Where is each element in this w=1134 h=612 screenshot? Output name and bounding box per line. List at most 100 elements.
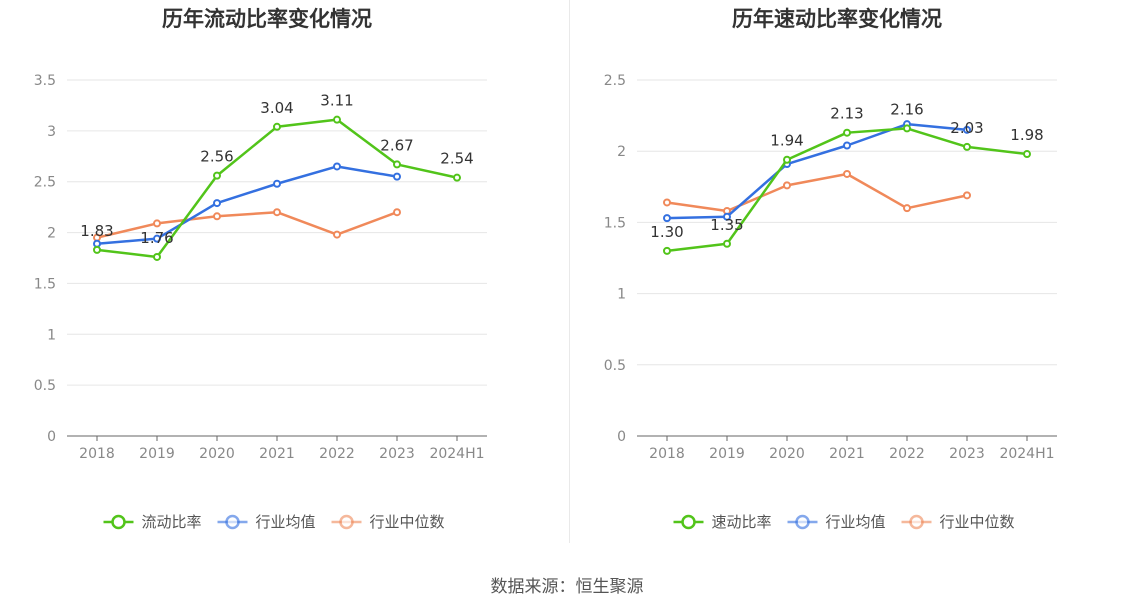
y-tick-label: 1.5 bbox=[34, 276, 56, 292]
x-tick-label: 2019 bbox=[709, 446, 745, 462]
data-label: 2.16 bbox=[890, 100, 923, 118]
data-label: 1.35 bbox=[710, 216, 743, 234]
legend-marker-icon bbox=[111, 514, 126, 530]
x-tick-label: 2023 bbox=[379, 446, 415, 462]
chart-title: 历年流动比率变化情况 bbox=[162, 7, 372, 31]
data-point bbox=[663, 198, 671, 207]
x-tick-label: 2020 bbox=[199, 446, 235, 462]
chart-divider bbox=[569, 0, 570, 543]
x-tick-label: 2024H1 bbox=[999, 446, 1054, 462]
data-source-note: 数据来源：恒生聚源 bbox=[490, 577, 644, 597]
data-label: 1.98 bbox=[1010, 126, 1043, 144]
data-point bbox=[333, 115, 341, 124]
series-line bbox=[96, 210, 398, 239]
data-point bbox=[393, 160, 401, 169]
y-tick-label: 3.5 bbox=[34, 73, 56, 89]
data-point bbox=[333, 230, 341, 239]
x-tick-label: 2021 bbox=[259, 446, 295, 462]
data-point bbox=[393, 208, 401, 217]
data-point bbox=[663, 246, 671, 255]
legend-item[interactable]: 行业中位数 bbox=[331, 513, 445, 531]
y-tick-label: 1 bbox=[47, 327, 56, 343]
x-tick-label: 2022 bbox=[319, 446, 355, 462]
y-tick-label: 2.5 bbox=[604, 73, 626, 89]
legend-marker-icon bbox=[681, 514, 696, 530]
data-point bbox=[963, 125, 971, 134]
data-point bbox=[153, 234, 161, 243]
legend-label: 行业中位数 bbox=[370, 513, 445, 531]
data-label: 2.03 bbox=[950, 119, 983, 137]
legend-label: 速动比率 bbox=[712, 513, 772, 531]
data-label: 1.76 bbox=[140, 229, 173, 247]
data-point bbox=[153, 252, 161, 261]
data-point bbox=[903, 124, 911, 133]
data-point bbox=[213, 199, 221, 208]
data-point bbox=[663, 214, 671, 223]
data-point bbox=[723, 239, 731, 248]
y-tick-label: 2 bbox=[47, 226, 56, 242]
data-point bbox=[723, 212, 731, 221]
series-line bbox=[666, 172, 968, 213]
y-tick-label: 0.5 bbox=[34, 378, 56, 394]
data-point bbox=[93, 239, 101, 248]
data-label: 3.11 bbox=[320, 92, 353, 110]
data-point bbox=[903, 204, 911, 213]
y-tick-label: 2.5 bbox=[34, 175, 56, 191]
x-tick-label: 2018 bbox=[649, 446, 685, 462]
y-tick-label: 3 bbox=[47, 124, 56, 140]
legend-item[interactable]: 行业中位数 bbox=[901, 513, 1015, 531]
data-label: 2.67 bbox=[380, 136, 413, 154]
legend-label: 行业均值 bbox=[826, 513, 886, 531]
legend-marker-icon bbox=[225, 514, 240, 530]
series-line bbox=[96, 165, 398, 246]
legend-marker-icon bbox=[909, 514, 924, 530]
data-label: 2.56 bbox=[200, 148, 233, 166]
data-point bbox=[783, 181, 791, 190]
data-point bbox=[273, 208, 281, 217]
x-tick-label: 2021 bbox=[829, 446, 865, 462]
y-tick-label: 0 bbox=[617, 429, 626, 445]
data-label: 1.30 bbox=[650, 223, 683, 241]
x-tick-label: 2019 bbox=[139, 446, 175, 462]
legend-item[interactable]: 行业均值 bbox=[787, 513, 886, 531]
data-point bbox=[843, 128, 851, 137]
legend-item[interactable]: 速动比率 bbox=[673, 513, 772, 531]
data-point bbox=[213, 171, 221, 180]
y-tick-label: 1 bbox=[617, 287, 626, 303]
data-label: 2.13 bbox=[830, 105, 863, 123]
data-label: 1.83 bbox=[80, 222, 113, 240]
legend-marker-icon bbox=[795, 514, 810, 530]
legend-label: 行业中位数 bbox=[940, 513, 1015, 531]
data-point bbox=[333, 162, 341, 171]
legend-marker-icon bbox=[339, 514, 354, 530]
data-point bbox=[843, 141, 851, 150]
x-tick-label: 2023 bbox=[949, 446, 985, 462]
y-tick-label: 0 bbox=[47, 429, 56, 445]
data-label: 2.54 bbox=[440, 150, 473, 168]
x-tick-label: 2022 bbox=[889, 446, 925, 462]
y-tick-label: 2 bbox=[617, 144, 626, 160]
data-point bbox=[1023, 150, 1031, 159]
current-ratio-chart: 历年流动比率变化情况 0 0.5 1 1.5 2 2.5 3 3.5 2018 2019 2020 20… bbox=[34, 7, 487, 531]
data-point bbox=[963, 191, 971, 200]
chart-title: 历年速动比率变化情况 bbox=[732, 7, 942, 31]
data-point bbox=[453, 173, 461, 182]
data-point bbox=[153, 219, 161, 228]
legend-item[interactable]: 流动比率 bbox=[103, 513, 202, 531]
legend-label: 流动比率 bbox=[142, 513, 202, 531]
data-point bbox=[393, 172, 401, 181]
y-tick-label: 0.5 bbox=[604, 358, 626, 374]
series-line bbox=[666, 122, 968, 220]
legend-item[interactable]: 行业均值 bbox=[217, 513, 316, 531]
y-tick-label: 1.5 bbox=[604, 215, 626, 231]
x-tick-label: 2024H1 bbox=[429, 446, 484, 462]
data-label: 3.04 bbox=[260, 99, 293, 117]
x-tick-label: 2020 bbox=[769, 446, 805, 462]
data-point bbox=[963, 142, 971, 151]
legend-label: 行业均值 bbox=[256, 513, 316, 531]
data-point bbox=[93, 245, 101, 254]
data-point bbox=[783, 155, 791, 164]
data-point bbox=[273, 179, 281, 188]
x-tick-label: 2018 bbox=[79, 446, 115, 462]
data-point bbox=[843, 169, 851, 178]
